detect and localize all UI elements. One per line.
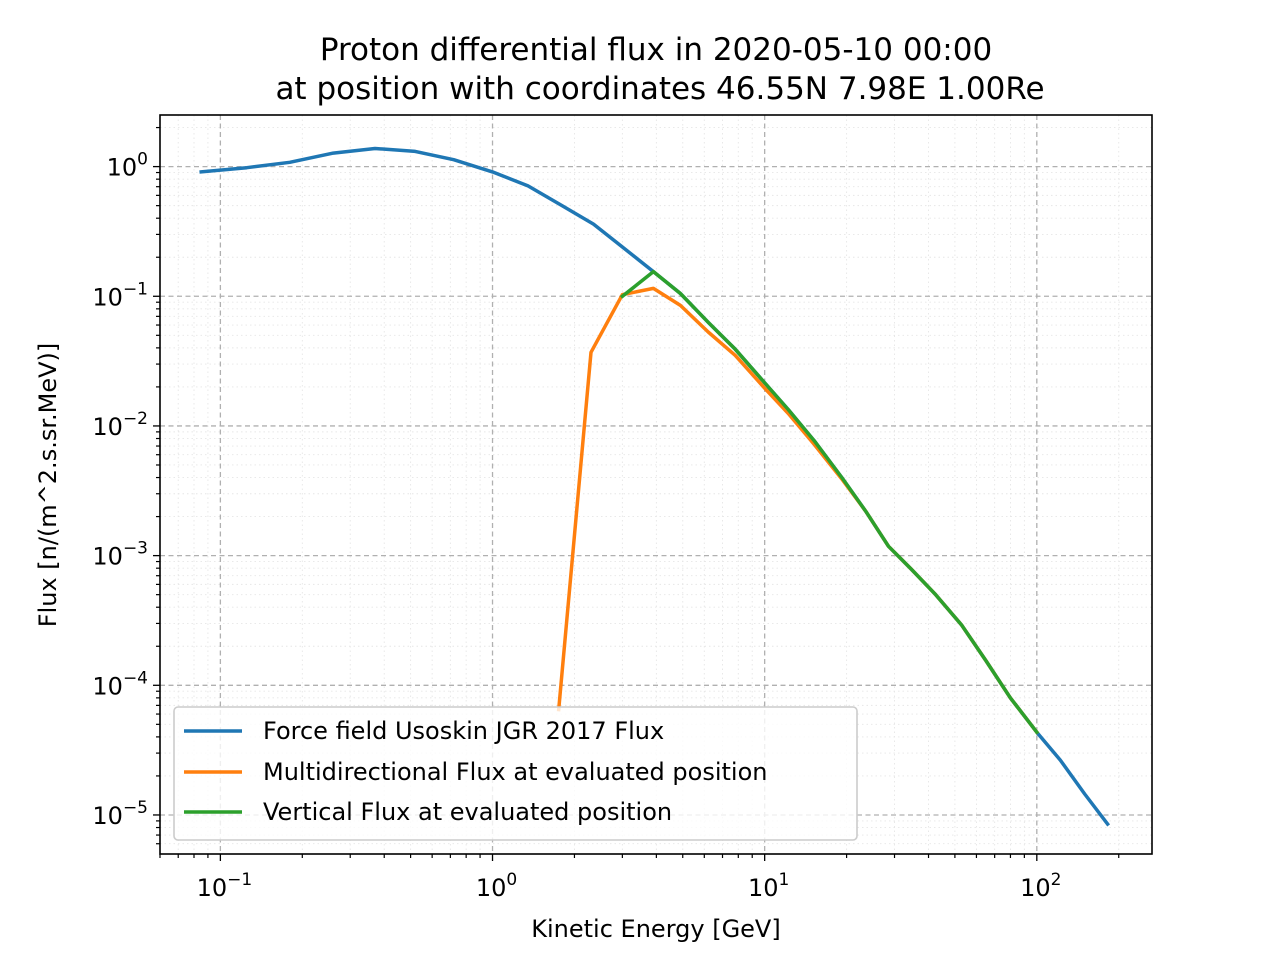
- y-tick-labels: 100 10−1 10−2 10−3 10−4 10−5: [92, 150, 148, 830]
- chart-subtitle: at position with coordinates 46.55N 7.98…: [275, 71, 1044, 107]
- legend-label-vertical: Vertical Flux at evaluated position: [263, 798, 672, 826]
- legend-label-force-field: Force field Usoskin JGR 2017 Flux: [263, 717, 664, 745]
- vertical-flux-line: [619, 269, 1040, 735]
- multidirectional-flux-line: [556, 286, 1040, 735]
- legend-label-multidirectional: Multidirectional Flux at evaluated posit…: [263, 758, 767, 786]
- chart-title: Proton differential flux in 2020-05-10 0…: [320, 32, 992, 68]
- y-tick-label: 10−2: [92, 409, 148, 441]
- x-tick-label: 101: [748, 870, 789, 902]
- series-layer: [199, 146, 1111, 827]
- legend: Force field Usoskin JGR 2017 Flux Multid…: [173, 706, 858, 841]
- legend-box: [173, 706, 858, 841]
- axis-ticks: [153, 126, 1120, 861]
- y-tick-label: 10−3: [92, 539, 148, 571]
- y-tick-label: 10−4: [92, 668, 148, 700]
- x-tick-label: 102: [1020, 870, 1061, 902]
- x-tick-label: 10−1: [197, 870, 253, 902]
- x-tick-labels: 10−1 100 101 102: [197, 870, 1062, 902]
- y-tick-label: 10−1: [92, 279, 148, 311]
- y-tick-label: 10−5: [92, 798, 148, 830]
- y-axis-label: Flux [n/(m^2.s.sr.MeV)]: [34, 343, 62, 627]
- x-tick-label: 100: [476, 870, 517, 902]
- y-tick-label: 100: [107, 150, 148, 182]
- x-axis-label: Kinetic Energy [GeV]: [531, 915, 780, 943]
